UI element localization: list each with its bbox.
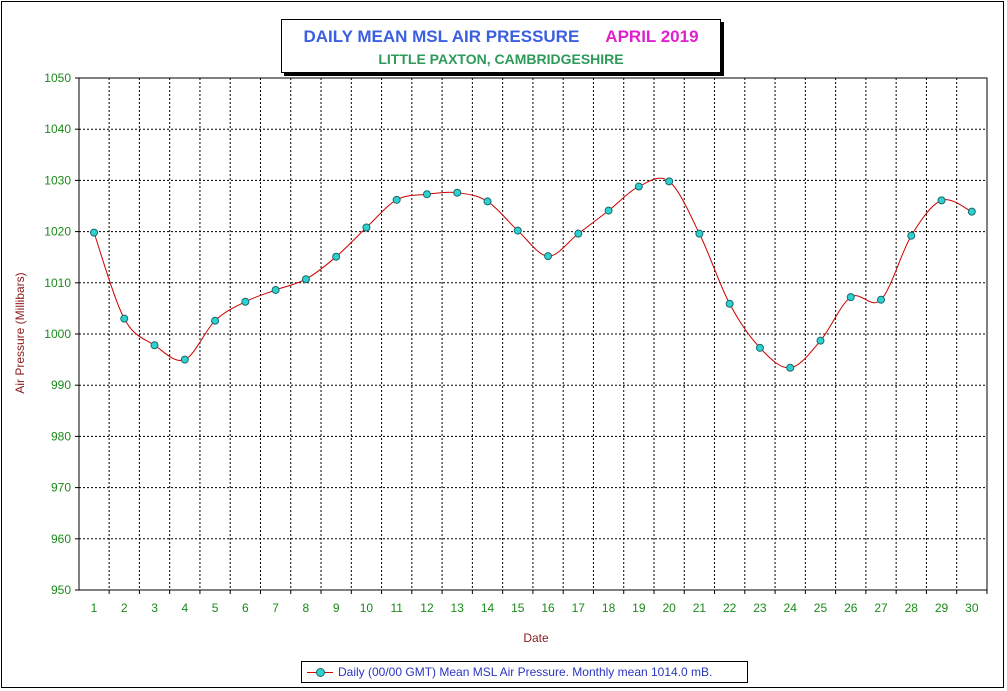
series-line [93, 177, 973, 369]
x-tick-label: 13 [451, 601, 465, 615]
x-tick-label: 18 [602, 601, 616, 615]
x-tick-label: 15 [511, 601, 525, 615]
data-point-day-12 [422, 190, 431, 199]
data-point-day-15 [513, 226, 522, 235]
data-point-day-21 [695, 229, 704, 238]
title-main: DAILY MEAN MSL AIR PRESSURE [303, 27, 580, 46]
data-point-day-24 [786, 363, 795, 372]
x-tick-label: 29 [935, 601, 949, 615]
chart-title: DAILY MEAN MSL AIR PRESSURE APRIL 2019 [282, 27, 720, 47]
x-tick-label: 16 [541, 601, 555, 615]
x-tick-label: 2 [121, 601, 128, 615]
y-tick-label: 950 [51, 583, 71, 597]
grid [79, 78, 987, 590]
y-tick-label: 1010 [44, 276, 71, 290]
y-tick-label: 1040 [44, 122, 71, 136]
x-tick-label: 11 [390, 601, 403, 615]
y-tick-label: 960 [51, 532, 71, 546]
x-tick-label: 25 [814, 601, 828, 615]
y-tick-label: 1050 [44, 71, 71, 85]
data-point-day-17 [574, 229, 583, 238]
data-point-day-10 [362, 223, 371, 232]
x-axis-label: Date [523, 631, 549, 645]
title-box: DAILY MEAN MSL AIR PRESSURE APRIL 2019 LI… [281, 19, 721, 73]
y-tick-label: 970 [51, 481, 71, 495]
data-point-day-16 [544, 252, 553, 261]
x-tick-label: 24 [784, 601, 798, 615]
y-axis-ticks: 950 960 970 980 990 1000 1010 1020 1030 1040 1050 [44, 71, 79, 597]
data-point-day-25 [816, 336, 825, 345]
data-point-day-11 [392, 195, 401, 204]
data-point-day-8 [301, 275, 310, 284]
x-tick-label: 26 [844, 601, 858, 615]
x-tick-label: 10 [360, 601, 374, 615]
x-tick-label: 22 [723, 601, 737, 615]
x-tick-label: 28 [905, 601, 919, 615]
data-point-day-1 [90, 228, 98, 237]
data-point-day-29 [937, 196, 946, 205]
data-point-day-3 [150, 341, 159, 350]
data-point-day-2 [120, 314, 129, 323]
data-point-day-28 [907, 231, 916, 240]
x-tick-label: 7 [272, 601, 279, 615]
data-point-day-9 [332, 252, 341, 261]
data-point-day-27 [877, 295, 886, 304]
title-month: APRIL 2019 [605, 27, 699, 46]
y-tick-label: 1000 [44, 327, 71, 341]
x-axis-ticks: 1 2 3 4 5 6 7 8 9 10 11 12 13 14 15 16 17 18 19 20 21 22 23 24 2… [91, 590, 988, 615]
y-tick-label: 990 [51, 378, 71, 392]
legend-label: Daily (00/00 GMT) Mean MSL Air Pressure.… [338, 665, 713, 679]
data-point-day-13 [453, 188, 462, 197]
x-tick-label: 30 [965, 601, 979, 615]
x-tick-label: 3 [151, 601, 158, 615]
legend-marker-swatch [316, 668, 325, 677]
data-point-day-30 [967, 207, 976, 216]
x-tick-label: 21 [693, 601, 707, 615]
y-axis-label: Air Pressure (Millibars) [13, 272, 27, 393]
data-points [90, 177, 976, 372]
data-point-day-4 [180, 355, 189, 364]
x-tick-label: 14 [481, 601, 495, 615]
x-tick-label: 8 [303, 601, 310, 615]
x-tick-label: 20 [662, 601, 676, 615]
data-point-day-14 [483, 197, 492, 206]
y-tick-label: 980 [51, 429, 71, 443]
legend: Daily (00/00 GMT) Mean MSL Air Pressure.… [301, 661, 748, 683]
x-tick-label: 27 [874, 601, 888, 615]
y-tick-label: 1020 [44, 225, 71, 239]
data-point-day-18 [604, 206, 613, 215]
x-tick-label: 17 [572, 601, 586, 615]
x-tick-label: 12 [420, 601, 434, 615]
data-point-day-5 [211, 316, 220, 325]
y-tick-label: 1030 [44, 173, 71, 187]
data-point-day-6 [241, 297, 250, 306]
chart-subtitle-location: LITTLE PAXTON, CAMBRIDGESHIRE [378, 51, 624, 67]
data-point-day-19 [634, 182, 643, 191]
data-point-day-23 [755, 343, 764, 352]
x-tick-label: 4 [181, 601, 188, 615]
x-tick-label: 9 [333, 601, 340, 615]
x-tick-label: 1 [91, 601, 98, 615]
data-point-day-22 [725, 299, 734, 308]
data-point-day-7 [271, 285, 280, 294]
x-tick-label: 5 [212, 601, 219, 615]
data-point-day-26 [846, 293, 855, 302]
x-tick-label: 23 [753, 601, 767, 615]
x-tick-label: 6 [242, 601, 249, 615]
x-tick-label: 19 [632, 601, 646, 615]
data-point-day-20 [665, 177, 674, 186]
